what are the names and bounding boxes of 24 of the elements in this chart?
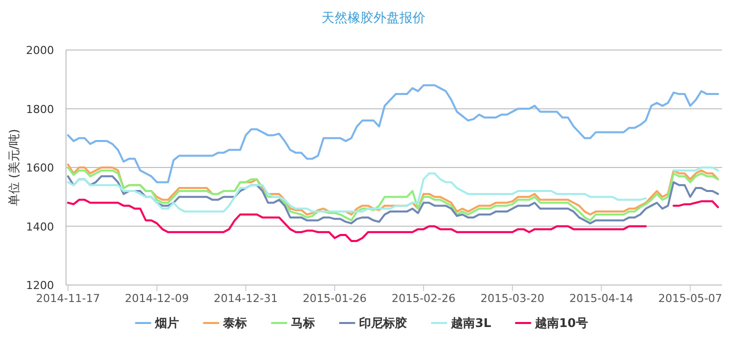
y-tick-label: 1600 — [26, 162, 54, 174]
x-tick-label: 2014-12-31 — [214, 292, 278, 305]
legend-label: 印尼标胶 — [359, 316, 408, 330]
line-series — [67, 175, 719, 224]
x-tick-label: 2015-03-20 — [480, 292, 544, 305]
legend-label: 越南3L — [450, 316, 492, 330]
y-tick-label: 1800 — [26, 102, 54, 116]
legend-label: 泰标 — [222, 316, 248, 330]
y-tick-label: 1200 — [26, 279, 54, 292]
y-axis-title: 单位 (美元/吨) — [7, 128, 21, 206]
line-series — [67, 166, 719, 222]
legend-label: 越南10号 — [534, 316, 588, 330]
x-tick-label: 2015-02-26 — [392, 292, 456, 305]
y-tick-label: 2000 — [26, 44, 54, 57]
x-tick-label: 2015-05-07 — [658, 292, 722, 305]
y-tick-label: 1400 — [26, 220, 54, 234]
x-tick-label: 2014-11-17 — [36, 292, 100, 305]
chart-title: 天然橡胶外盘报价 — [322, 11, 426, 26]
legend-label: 马标 — [291, 316, 316, 330]
x-tick-label: 2015-01-26 — [302, 292, 367, 305]
line-series — [67, 84, 719, 184]
x-tick-label: 2015-04-14 — [569, 292, 634, 305]
x-tick-label: 2014-12-09 — [124, 292, 189, 305]
legend-label: 烟片 — [154, 316, 180, 330]
